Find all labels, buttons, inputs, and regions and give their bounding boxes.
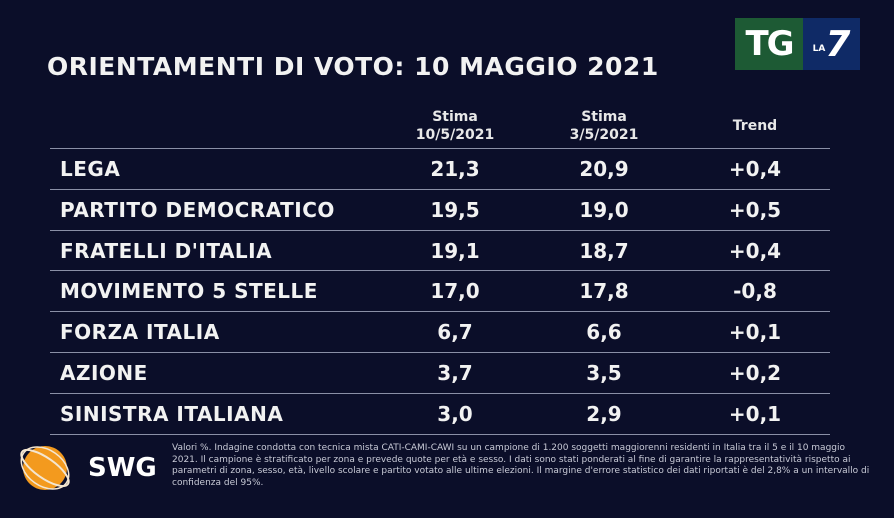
- column-header-previous: Stima 3/5/2021: [544, 108, 664, 144]
- swg-logo-text: SWG: [88, 453, 157, 483]
- value-trend: +0,1: [728, 320, 782, 345]
- logo-seven-text: 7: [825, 23, 851, 65]
- value-previous: 18,7: [579, 238, 629, 263]
- value-trend: +0,5: [728, 197, 782, 222]
- tg-la7-logo: TG LA 7: [735, 18, 860, 70]
- party-name: FRATELLI D'ITALIA: [60, 238, 273, 263]
- swg-logo: SWG: [12, 440, 157, 496]
- value-trend: -0,8: [733, 279, 777, 304]
- header-line: Stima: [432, 109, 478, 125]
- value-previous: 19,0: [579, 197, 629, 222]
- party-name: MOVIMENTO 5 STELLE: [60, 279, 318, 304]
- value-previous: 3,5: [586, 361, 622, 385]
- table-row: SINISTRA ITALIANA 3,0 2,9 +0,1: [50, 392, 830, 434]
- chart-title: ORIENTAMENTI DI VOTO: 10 MAGGIO 2021: [47, 52, 659, 81]
- party-name: FORZA ITALIA: [60, 320, 220, 345]
- table-row: FRATELLI D'ITALIA 19,1 18,7 +0,4: [50, 229, 830, 271]
- footnote: Valori %. Indagine condotta con tecnica …: [172, 443, 870, 488]
- table-row: FORZA ITALIA 6,7 6,6 +0,1: [50, 311, 830, 352]
- logo-tg-text: TG: [735, 18, 803, 70]
- party-name: SINISTRA ITALIANA: [60, 401, 284, 426]
- globe-icon: [20, 446, 70, 490]
- value-current: 17,0: [430, 279, 480, 304]
- header-line: Stima: [581, 109, 627, 125]
- value-previous: 6,6: [586, 320, 622, 345]
- table-divider: [50, 434, 830, 435]
- table-row: MOVIMENTO 5 STELLE 17,0 17,8 -0,8: [50, 270, 830, 311]
- table-row: PARTITO DEMOCRATICO 19,5 19,0 +0,5: [50, 188, 830, 230]
- value-current: 19,1: [430, 238, 480, 263]
- value-current: 19,5: [430, 197, 480, 222]
- value-trend: +0,1: [728, 401, 782, 426]
- header-line: 10/5/2021: [415, 127, 495, 143]
- value-previous: 17,8: [579, 279, 629, 304]
- value-previous: 20,9: [579, 157, 629, 181]
- logo-la7: LA 7: [803, 18, 860, 70]
- value-current: 21,3: [430, 157, 480, 181]
- value-trend: +0,4: [728, 238, 782, 263]
- table-row: LEGA 21,3 20,9 +0,4: [50, 148, 830, 189]
- value-previous: 2,9: [586, 401, 622, 426]
- party-name: PARTITO DEMOCRATICO: [60, 197, 335, 222]
- table-row: AZIONE 3,7 3,5 +0,2: [50, 352, 830, 393]
- column-header-current: Stima 10/5/2021: [395, 108, 515, 144]
- party-name: AZIONE: [60, 361, 148, 385]
- party-name: LEGA: [60, 157, 121, 181]
- header-line: Trend: [732, 118, 778, 134]
- value-trend: +0,4: [728, 157, 782, 181]
- value-current: 3,7: [437, 361, 473, 385]
- value-current: 3,0: [437, 401, 473, 426]
- header-line: 3/5/2021: [569, 127, 639, 143]
- value-trend: +0,2: [728, 361, 782, 385]
- logo-la-text: LA: [812, 44, 826, 54]
- column-header-trend: Trend: [695, 117, 815, 135]
- value-current: 6,7: [437, 320, 473, 345]
